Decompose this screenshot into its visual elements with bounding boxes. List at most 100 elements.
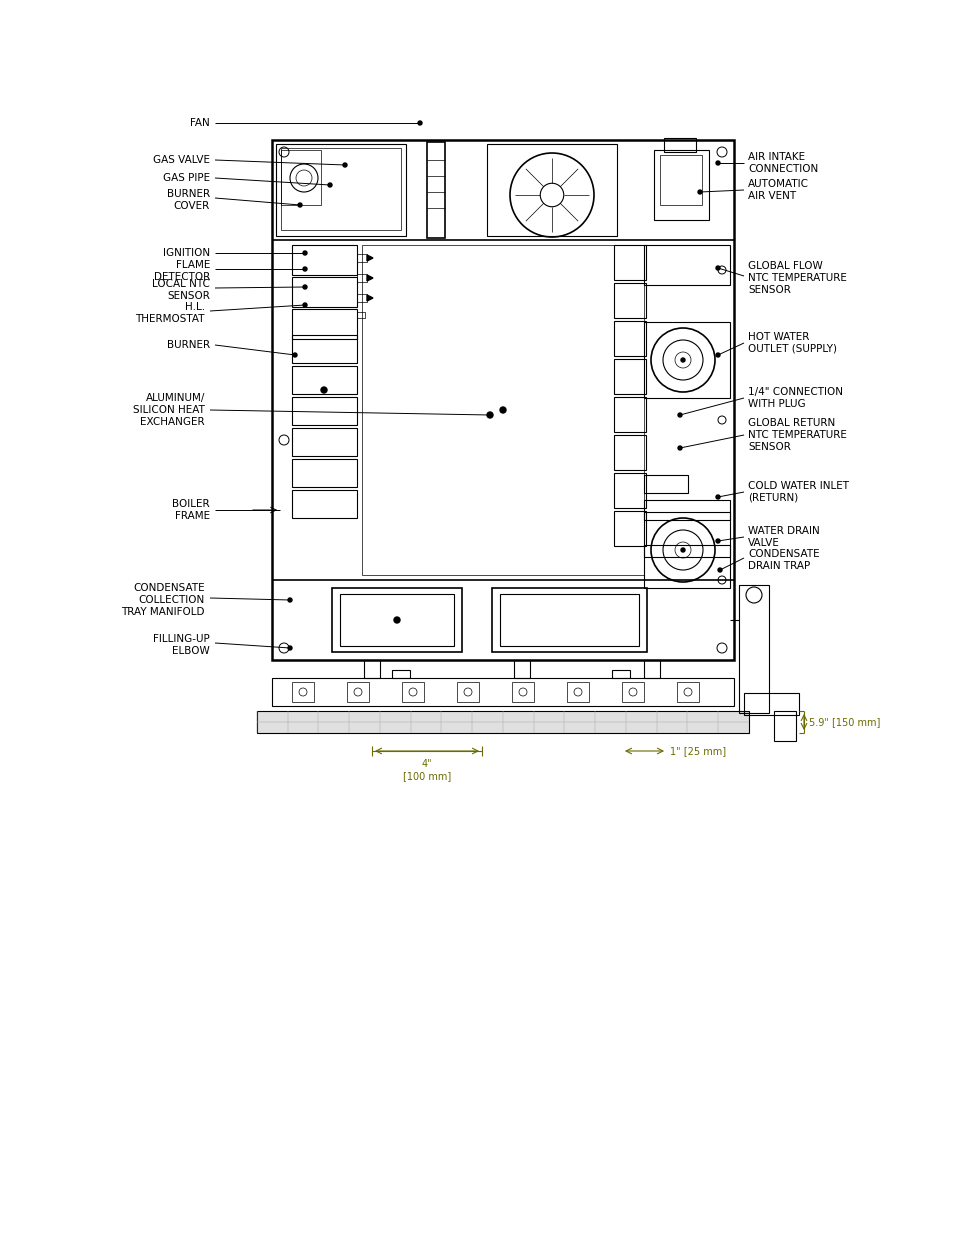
Bar [643, 659, 659, 678]
Text: 1/4" CONNECTION
WITH PLUG: 1/4" CONNECTION WITH PLUG [747, 388, 842, 409]
Text: 5.9" [150 mm]: 5.9" [150 mm] [808, 718, 880, 727]
Bar [292, 429, 356, 456]
Bar [281, 148, 400, 230]
Circle shape [320, 387, 327, 393]
Circle shape [716, 161, 720, 165]
Circle shape [716, 266, 720, 270]
Text: BURNER: BURNER [167, 340, 210, 350]
Bar [643, 500, 729, 520]
Polygon shape [367, 254, 373, 261]
Text: BURNER
COVER: BURNER COVER [167, 189, 210, 211]
Bar [456, 682, 478, 701]
Circle shape [343, 163, 347, 167]
Circle shape [716, 353, 720, 357]
Bar [773, 711, 795, 741]
Text: FILLING-UP
ELBOW: FILLING-UP ELBOW [153, 635, 210, 656]
Circle shape [288, 598, 292, 601]
Bar [364, 659, 379, 678]
Bar [492, 588, 646, 652]
Text: CONDENSATE
COLLECTION
TRAY MANIFOLD: CONDENSATE COLLECTION TRAY MANIFOLD [121, 583, 205, 616]
Circle shape [417, 121, 421, 125]
Text: H.L.
THERMOSTAT: H.L. THERMOSTAT [135, 303, 205, 324]
Text: CONDENSATE
DRAIN TRAP: CONDENSATE DRAIN TRAP [747, 550, 819, 571]
Bar [356, 274, 367, 282]
Bar [614, 321, 645, 356]
Bar [356, 294, 367, 303]
Text: COLD WATER INLET
(RETURN): COLD WATER INLET (RETURN) [747, 482, 848, 503]
Text: BOILER
FRAME: BOILER FRAME [172, 499, 210, 521]
Text: 4"
[100 mm]: 4" [100 mm] [402, 760, 451, 781]
Bar [292, 459, 356, 487]
Bar [292, 490, 356, 517]
Bar [614, 283, 645, 317]
Bar [356, 254, 367, 262]
Bar [643, 322, 729, 398]
Circle shape [288, 646, 292, 650]
Bar [292, 245, 356, 275]
Bar [347, 682, 369, 701]
Circle shape [293, 353, 296, 357]
Text: FAN: FAN [190, 119, 210, 128]
Text: AUTOMATIC
AIR VENT: AUTOMATIC AIR VENT [747, 179, 808, 201]
Bar [292, 277, 356, 308]
Circle shape [716, 538, 720, 543]
Bar [332, 588, 461, 652]
Text: HOT WATER
OUTLET (SUPPLY): HOT WATER OUTLET (SUPPLY) [747, 332, 836, 353]
Bar [292, 335, 356, 363]
Bar [614, 473, 645, 508]
Bar [401, 682, 423, 701]
Bar [292, 396, 356, 425]
Bar [612, 671, 629, 678]
Bar [361, 245, 643, 576]
Bar [614, 359, 645, 394]
Bar [643, 245, 729, 285]
Text: GLOBAL FLOW
NTC TEMPERATURE
SENSOR: GLOBAL FLOW NTC TEMPERATURE SENSOR [747, 262, 846, 295]
Bar [427, 142, 444, 238]
Bar [392, 671, 410, 678]
Bar [743, 693, 799, 715]
Text: 1" [25 mm]: 1" [25 mm] [669, 746, 725, 756]
Text: GAS VALVE: GAS VALVE [152, 156, 210, 165]
Circle shape [297, 203, 302, 207]
Bar [654, 149, 708, 220]
Circle shape [680, 358, 684, 362]
Circle shape [718, 568, 721, 572]
Bar [256, 711, 748, 734]
Bar [292, 682, 314, 701]
Text: LOCAL NTC
SENSOR: LOCAL NTC SENSOR [152, 279, 210, 301]
Circle shape [680, 548, 684, 552]
Bar [643, 545, 729, 557]
Bar [292, 366, 356, 394]
Bar [281, 149, 320, 205]
Bar [614, 511, 645, 546]
Circle shape [303, 251, 307, 254]
Bar [272, 678, 733, 706]
Polygon shape [367, 295, 373, 301]
Circle shape [394, 618, 399, 622]
Bar [486, 144, 617, 236]
Circle shape [716, 495, 720, 499]
Bar [677, 682, 699, 701]
Text: WATER DRAIN
VALVE: WATER DRAIN VALVE [747, 526, 819, 548]
Circle shape [303, 303, 307, 308]
Text: AIR INTAKE
CONNECTION: AIR INTAKE CONNECTION [747, 152, 818, 174]
Bar [614, 245, 645, 280]
Bar [512, 682, 534, 701]
Bar [272, 140, 733, 659]
Bar [275, 144, 406, 236]
Circle shape [499, 408, 505, 412]
Circle shape [328, 183, 332, 186]
Text: ALUMINUM/
SILICON HEAT
EXCHANGER: ALUMINUM/ SILICON HEAT EXCHANGER [133, 394, 205, 426]
Bar [292, 309, 356, 338]
Bar [739, 585, 768, 713]
Circle shape [486, 412, 493, 417]
Bar [621, 682, 643, 701]
Circle shape [678, 446, 681, 450]
Bar [339, 594, 454, 646]
Bar [499, 594, 639, 646]
Bar [643, 475, 687, 493]
Bar [514, 659, 530, 678]
Circle shape [678, 412, 681, 417]
Bar [659, 156, 701, 205]
Bar [663, 138, 696, 152]
